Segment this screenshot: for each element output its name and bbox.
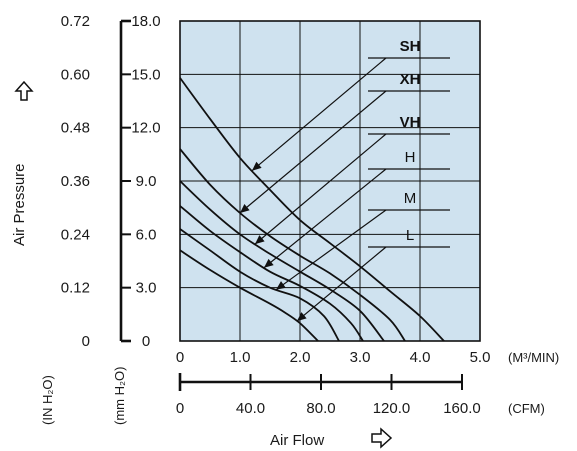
leader-line-H — [263, 168, 387, 269]
x-secondary-tick-label-2: 80.0 — [306, 400, 335, 417]
y-primary-tick-label-0: 0 — [142, 333, 150, 350]
y-secondary-tick-label-2: 0.24 — [61, 226, 90, 243]
leader-arrowhead-L — [297, 312, 307, 322]
x-primary-tick-label-1: 1.0 — [230, 349, 251, 366]
curve-L — [179, 249, 319, 342]
series-label-M: M — [404, 190, 417, 207]
leader-line-L — [296, 246, 387, 322]
y-secondary-tick-label-5: 0.60 — [61, 66, 90, 83]
hollow-up-arrow-icon — [14, 80, 34, 101]
leader-line-SH — [251, 57, 387, 172]
y-secondary-tick-label-0: 0 — [82, 333, 90, 350]
y-primary-tick-label-6: 18.0 — [131, 13, 160, 30]
y-secondary-tick-label-3: 0.36 — [61, 173, 90, 190]
series-label-VH: VH — [400, 114, 421, 131]
x-primary-unit: (M³/MIN) — [508, 350, 559, 365]
x-secondary-tick-label-3: 120.0 — [373, 400, 411, 417]
series-label-L: L — [406, 227, 414, 244]
leader-line-XH — [239, 90, 387, 214]
curve-M — [179, 228, 340, 342]
grid-lines — [180, 21, 480, 341]
series-labels-layer: SH XH VH H M L — [400, 38, 421, 244]
leader-line-M — [275, 209, 387, 291]
series-label-XH: XH — [400, 71, 421, 88]
x-primary-tick-label-2: 2.0 — [290, 349, 311, 366]
y-primary-tick-label-4: 12.0 — [131, 120, 160, 137]
y-secondary-tick-label-4: 0.48 — [61, 120, 90, 137]
y-primary-tick-label-2: 6.0 — [136, 226, 157, 243]
y-axis-title: Air Pressure — [11, 163, 28, 246]
curve-XH — [179, 148, 406, 342]
x-primary-tick-label-5: 5.0 — [470, 349, 491, 366]
curve-H — [179, 205, 364, 342]
leader-arrowhead-SH — [252, 161, 262, 171]
leader-arrowhead-H — [264, 258, 274, 268]
leader-arrowhead-XH — [240, 204, 250, 213]
y-primary-tick-label-3: 9.0 — [136, 173, 157, 190]
x-axis-title: Air Flow — [270, 432, 324, 449]
leader-arrowhead-M — [276, 281, 286, 290]
ticks-layer: 0 3.0 6.0 9.0 12.0 15.0 18.0 0 0.12 0.24 0.36 0.48 0… — [61, 13, 491, 417]
x-secondary-unit: (CFM) — [508, 401, 545, 416]
y-secondary-unit: (IN H₂O) — [40, 375, 55, 425]
y-primary-tick-label-1: 3.0 — [136, 280, 157, 297]
series-label-H: H — [405, 149, 416, 166]
leader-line-VH — [254, 133, 387, 245]
y-primary-tick-label-5: 15.0 — [131, 66, 160, 83]
y-primary-unit: (mm H₂O) — [112, 367, 127, 425]
leader-lines-layer — [239, 57, 450, 322]
leader-arrowhead-VH — [255, 235, 265, 245]
x-secondary-tick-label-1: 40.0 — [236, 400, 265, 417]
x-primary-tick-label-4: 4.0 — [410, 349, 431, 366]
curves-layer — [179, 77, 445, 342]
series-label-SH: SH — [400, 38, 421, 55]
x-secondary-tick-label-4: 160.0 — [443, 400, 481, 417]
y-secondary-tick-label-6: 0.72 — [61, 13, 90, 30]
x-secondary-tick-label-0: 0 — [176, 400, 184, 417]
x-primary-tick-label-0: 0 — [176, 349, 184, 366]
hollow-right-arrow-icon — [371, 427, 393, 449]
curve-VH — [179, 180, 385, 342]
x-primary-tick-label-3: 3.0 — [350, 349, 371, 366]
y-secondary-tick-label-1: 0.12 — [61, 280, 90, 297]
curve-SH — [179, 77, 445, 342]
